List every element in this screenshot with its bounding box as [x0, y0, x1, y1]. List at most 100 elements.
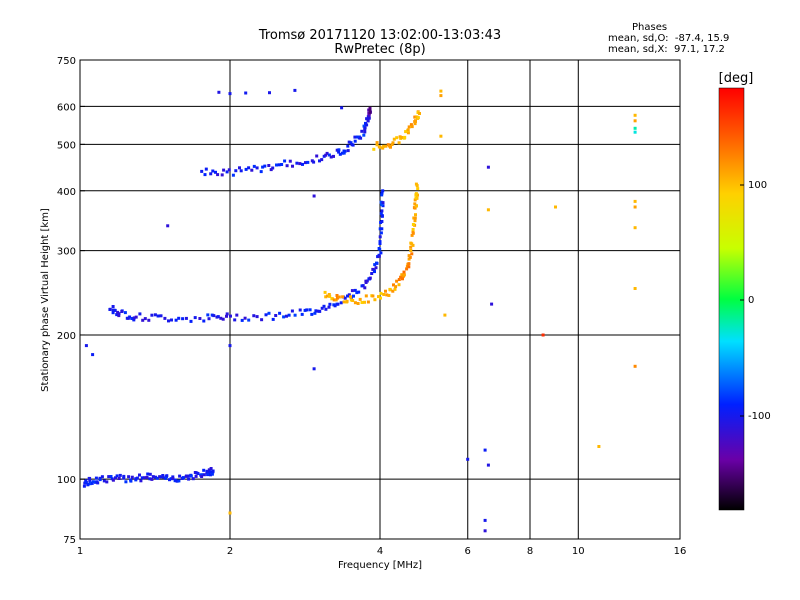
trace-point — [143, 317, 147, 321]
trace-point — [375, 261, 378, 265]
trace-point — [353, 301, 357, 305]
trace-point — [202, 468, 206, 472]
trace-point — [384, 289, 387, 293]
trace-point — [274, 314, 278, 317]
trace-point — [227, 168, 231, 172]
trace-point — [277, 163, 281, 167]
scatter-point — [633, 126, 637, 130]
trace-point — [378, 242, 382, 245]
trace-point — [288, 159, 292, 163]
y-tick-label: 600 — [57, 102, 76, 113]
trace-point — [115, 474, 119, 478]
trace-point — [363, 126, 367, 130]
trace-point — [380, 203, 384, 207]
trace-point — [402, 270, 406, 274]
trace-point — [349, 141, 353, 145]
trace-point — [365, 123, 369, 127]
trace-point — [336, 296, 339, 300]
trace-point — [107, 475, 111, 479]
trace-point — [391, 141, 395, 145]
trace-point — [150, 477, 154, 481]
trace-point — [259, 170, 263, 174]
trace-point — [337, 295, 341, 299]
trace-point — [380, 191, 384, 195]
trace-point — [250, 168, 254, 172]
trace-point — [269, 168, 273, 172]
scatter-point — [554, 205, 557, 209]
scatter-point — [228, 511, 232, 515]
trace-point — [407, 265, 411, 269]
trace-point — [356, 302, 360, 305]
trace-point — [351, 143, 355, 147]
trace-point — [349, 295, 352, 299]
trace-point — [184, 474, 188, 478]
trace-point — [377, 254, 381, 258]
trace-point — [315, 154, 319, 158]
trace-point — [418, 112, 421, 115]
trace-point — [411, 223, 415, 226]
trace-point — [96, 481, 100, 485]
trace-point — [209, 467, 213, 470]
trace-point — [225, 312, 229, 316]
trace-point — [210, 472, 214, 476]
trace-point — [252, 314, 256, 318]
trace-point — [325, 151, 329, 155]
trace-point — [94, 476, 98, 480]
trace-point — [410, 125, 414, 129]
trace-point — [320, 158, 324, 162]
trace-point — [194, 474, 198, 478]
trace-point — [163, 316, 167, 320]
trace-point — [293, 313, 297, 317]
trace-point — [159, 475, 163, 479]
trace-point — [360, 129, 364, 133]
trace-point — [378, 227, 382, 231]
trace-point — [208, 470, 212, 474]
scatter-point — [244, 91, 248, 95]
trace-point — [212, 314, 216, 318]
trace-point — [84, 479, 88, 483]
y-tick-label: 100 — [57, 475, 76, 486]
trace-point — [324, 295, 328, 299]
x-tick-label: 10 — [572, 546, 585, 557]
trace-point — [127, 475, 131, 479]
trace-point — [355, 291, 359, 295]
trace-point — [222, 168, 226, 172]
trace-point — [267, 164, 271, 167]
trace-point — [388, 287, 392, 291]
trace-point — [177, 316, 181, 320]
trace-point — [389, 145, 392, 149]
trace-point — [305, 308, 309, 312]
trace-point — [382, 144, 386, 148]
trace-point — [267, 311, 271, 315]
colorbar-ticks: 100 0 -100 — [740, 180, 771, 422]
trace-point — [338, 152, 342, 156]
trace-point — [362, 133, 366, 137]
trace-point — [378, 240, 382, 244]
trace-point — [216, 315, 220, 319]
trace-point — [368, 108, 372, 112]
trace-point — [332, 154, 335, 158]
trace-point — [291, 164, 294, 168]
trace-point — [402, 273, 406, 277]
trace-point — [379, 296, 382, 300]
colorbar-tick-0: 0 — [748, 295, 754, 306]
trace-point — [193, 316, 197, 320]
trace-point — [380, 209, 384, 213]
trace-point — [343, 296, 347, 300]
trace-point — [413, 198, 417, 202]
trace-point — [187, 477, 191, 481]
x-axis-label: Frequency [MHz] — [338, 560, 422, 571]
scatter-point — [633, 113, 637, 117]
trace-point — [316, 309, 320, 313]
trace-point — [393, 287, 397, 291]
y-tick-label: 75 — [63, 535, 76, 546]
trace-point — [247, 166, 251, 170]
trace-point — [115, 313, 119, 317]
trace-point — [221, 317, 225, 321]
trace-point — [381, 201, 385, 205]
colorbar-tick-minus-100: -100 — [748, 411, 771, 422]
trace-point — [365, 279, 369, 283]
trace-point — [411, 231, 415, 235]
trace-point — [411, 243, 415, 247]
